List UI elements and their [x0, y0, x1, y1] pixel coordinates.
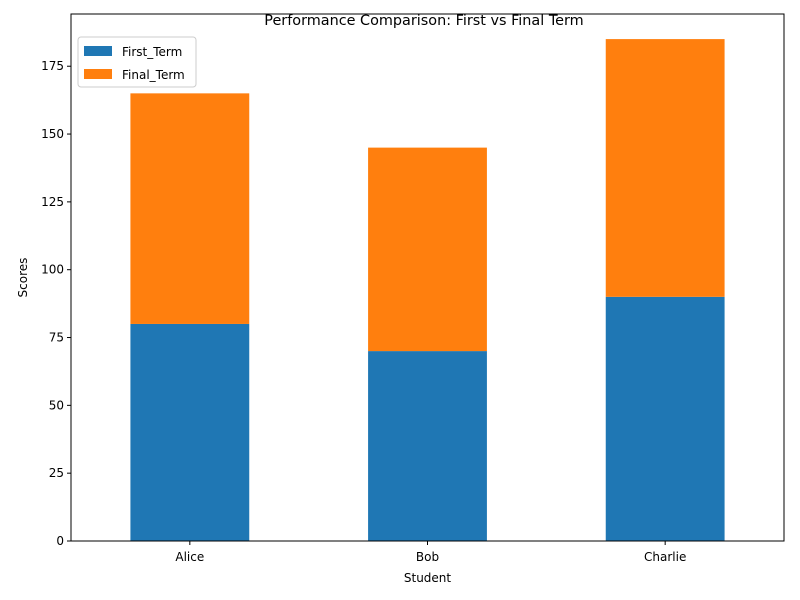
x-tick-label-charlie: Charlie	[644, 550, 686, 564]
legend-label-first-term: First_Term	[122, 45, 182, 59]
chart-title: Performance Comparison: First vs Final T…	[264, 13, 583, 29]
y-axis-label: Scores	[16, 258, 30, 298]
y-tick-label: 0	[56, 534, 64, 548]
bar-charlie-first-term	[605, 296, 725, 541]
y-tick-label: 125	[41, 195, 64, 209]
y-axis-ticks: 0 25 50 75 100 125 150 175	[41, 59, 71, 548]
bar-charlie-final-term	[605, 39, 725, 297]
bar-alice-final-term	[130, 93, 250, 324]
legend: First_Term Final_Term	[77, 36, 197, 88]
y-tick-label: 50	[49, 398, 64, 412]
x-axis-ticks: Alice Bob Charlie	[175, 541, 686, 564]
y-tick-label: 100	[41, 263, 64, 277]
y-tick-label: 75	[49, 331, 64, 345]
bar-bob-first-term	[368, 351, 487, 541]
x-tick-label-bob: Bob	[416, 550, 439, 564]
x-axis-label: Student	[404, 571, 452, 585]
y-tick-label: 150	[41, 127, 64, 141]
y-tick-label: 175	[41, 59, 64, 73]
bar-alice-first-term	[130, 323, 250, 541]
legend-label-final-term: Final_Term	[122, 68, 185, 82]
legend-swatch-first-term	[84, 46, 112, 56]
x-tick-label-alice: Alice	[175, 550, 204, 564]
legend-swatch-final-term	[84, 69, 112, 79]
bars-group	[130, 39, 725, 541]
y-tick-label: 25	[49, 466, 64, 480]
bar-bob-final-term	[368, 147, 487, 352]
